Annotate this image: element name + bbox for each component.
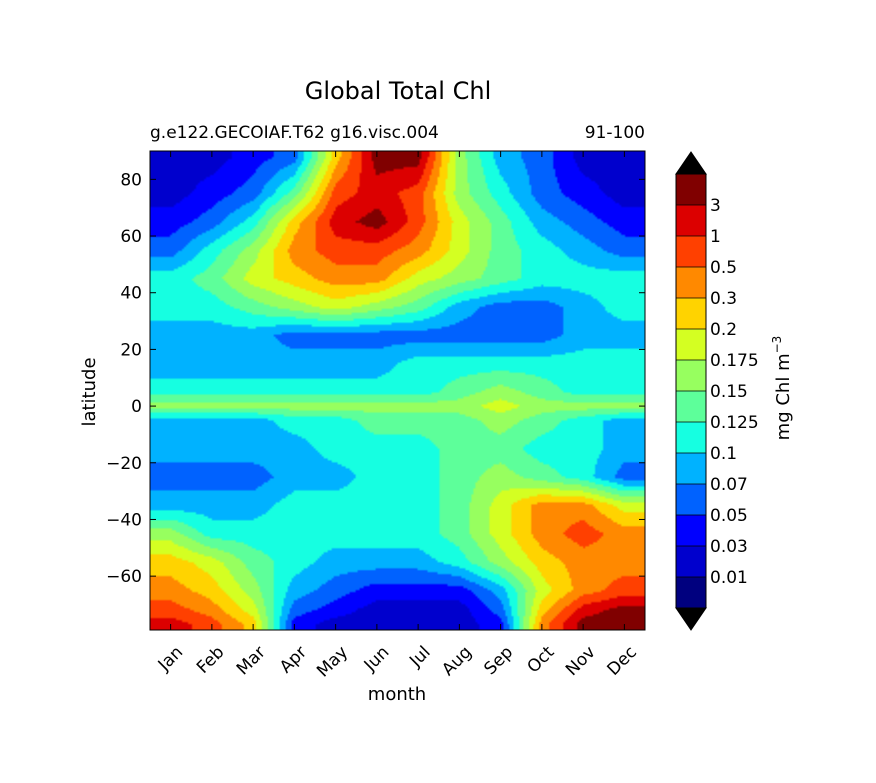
colorbar: 0.01 0.03 0.05 0.07 0.1 0.125 0.15 0.175 0.2 0.3 0… xyxy=(675,151,759,631)
colorbar-tick-label: 3 xyxy=(710,196,721,216)
plot-frame xyxy=(149,150,646,631)
colorbar-extend-low xyxy=(675,607,707,631)
colorbar-tick-label: 0.05 xyxy=(710,506,748,526)
colorbar-tick-label: 0.15 xyxy=(710,382,748,402)
colorbar-extend-high xyxy=(675,151,707,175)
chart-title: Global Total Chl xyxy=(305,77,492,105)
colorbar-band xyxy=(676,546,706,577)
colorbar-band xyxy=(676,329,706,360)
colorbar-tick-label: 1 xyxy=(710,227,721,247)
x-tick-label: Jul xyxy=(405,642,434,671)
x-tick-label: Apr xyxy=(276,642,311,677)
colorbar-band xyxy=(676,205,706,236)
x-tick-label: Nov xyxy=(562,642,600,680)
colorbar-band xyxy=(676,174,706,205)
y-tick-label: 40 xyxy=(120,284,142,304)
colorbar-band xyxy=(676,298,706,329)
y-axis-label: latitude xyxy=(79,357,100,426)
x-tick-label: Jan xyxy=(154,642,187,675)
colorbar-band xyxy=(676,515,706,546)
colorbar-tick-label: 0.1 xyxy=(710,444,737,464)
colorbar-tick-label: 0.03 xyxy=(710,537,748,557)
colorbar-tick-label: 0.07 xyxy=(710,475,748,495)
colorbar-label: mg Chl m−3 xyxy=(770,336,794,441)
x-tick-label: Dec xyxy=(604,642,641,679)
y-tick-label: 20 xyxy=(120,340,142,360)
x-tick-label: Feb xyxy=(193,642,228,677)
colorbar-tick-label: 0.3 xyxy=(710,289,737,309)
colorbar-band xyxy=(676,453,706,484)
colorbar-band xyxy=(676,267,706,298)
colorbar-band xyxy=(676,391,706,422)
chart-subtitle-right: 91-100 xyxy=(585,123,645,143)
colorbar-tick-label: 0.2 xyxy=(710,320,737,340)
y-tick-label: 80 xyxy=(120,170,142,190)
x-tick-label: Sep xyxy=(480,642,517,679)
y-tick-label: −60 xyxy=(106,567,142,587)
y-tick-label: −20 xyxy=(106,454,142,474)
x-tick-label: Oct xyxy=(523,642,558,677)
x-axis-label: month xyxy=(368,684,426,705)
y-tick-label: −40 xyxy=(106,510,142,530)
x-tick-label: Jun xyxy=(360,642,394,676)
y-tick-label: 60 xyxy=(120,227,142,247)
colorbar-tick-label: 0.175 xyxy=(710,351,759,371)
colorbar-label-text: mg Chl m xyxy=(773,353,794,440)
colorbar-band xyxy=(676,360,706,391)
y-axis: 80 60 40 20 0 −20 −40 −60 xyxy=(106,170,645,587)
contour-field xyxy=(150,151,645,630)
x-tick-label: May xyxy=(313,642,352,681)
colorbar-band xyxy=(676,577,706,608)
colorbar-band xyxy=(676,422,706,453)
x-tick-label: Mar xyxy=(233,642,270,679)
colorbar-band xyxy=(676,236,706,267)
colorbar-tick-label: 0.125 xyxy=(710,413,759,433)
y-tick-label: 0 xyxy=(131,397,142,417)
colorbar-tick-label: 0.01 xyxy=(710,568,748,588)
colorbar-band xyxy=(676,484,706,515)
x-tick-label: Aug xyxy=(438,642,476,680)
chart-subtitle-left: g.e122.GECOIAF.T62 g16.visc.004 xyxy=(150,123,439,143)
colorbar-label-exponent: −3 xyxy=(770,336,784,354)
colorbar-tick-label: 0.5 xyxy=(710,258,737,278)
